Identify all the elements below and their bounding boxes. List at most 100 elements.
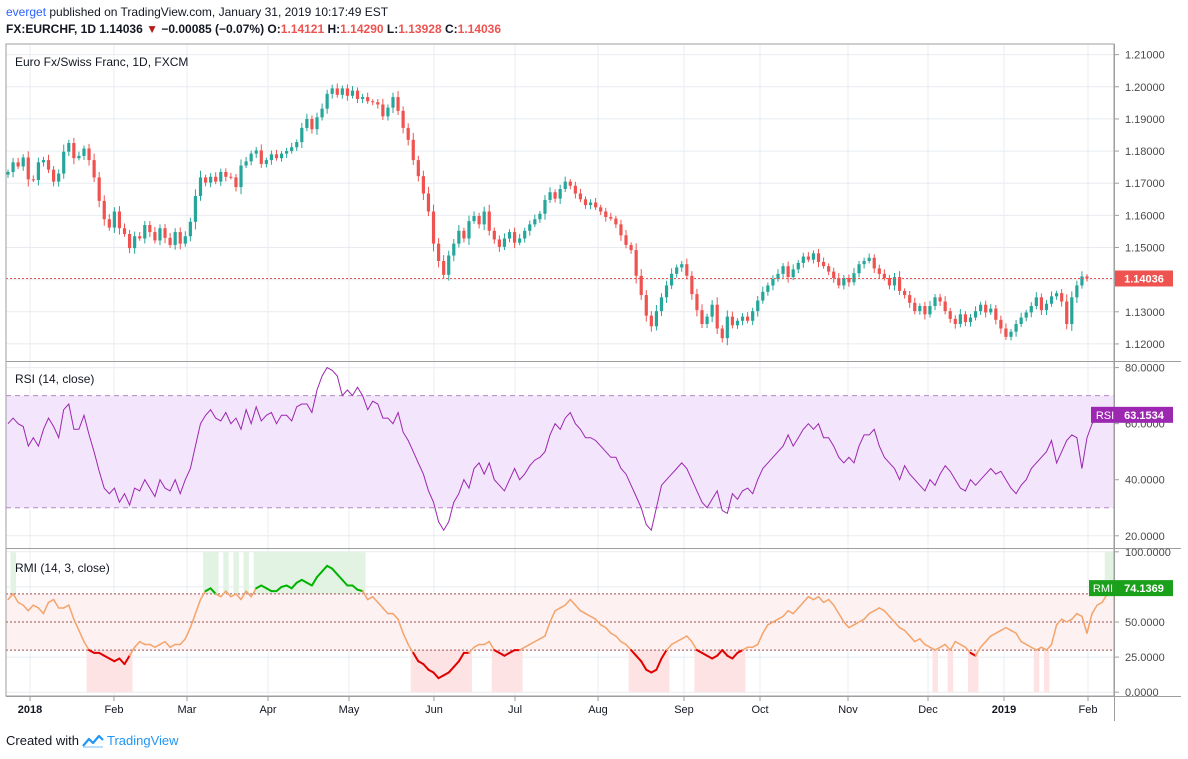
rmi-segment [83, 640, 90, 651]
rmi-segment [954, 640, 962, 646]
candle-body [857, 264, 861, 274]
rmi-oversold-zone [96, 650, 103, 693]
rmi-oversold-zone [704, 650, 711, 693]
rmi-segment [878, 607, 886, 612]
candle-body [563, 181, 567, 189]
candle-body [806, 256, 810, 260]
rmi-segment [569, 598, 577, 606]
rmi-segment [741, 646, 749, 651]
rmi-oversold-zone [506, 650, 513, 693]
quote-line: FX:EURCHF, 1D 1.14036 ▼ −0.00085 (−0.07%… [6, 21, 501, 38]
rmi-segment [974, 646, 982, 657]
candle-body [168, 237, 172, 245]
author-link[interactable]: everget [6, 5, 47, 19]
candle-body [892, 277, 897, 286]
y-tick-label: 1.15000 [1125, 243, 1165, 255]
rmi-oversold-zone [430, 650, 437, 693]
candle-body [832, 271, 836, 279]
candle-body [371, 101, 375, 103]
rmi-segment [655, 657, 663, 671]
rmi-segment [1076, 612, 1083, 618]
rmi-segment [944, 643, 951, 651]
rmi-overbought-zone [284, 551, 290, 594]
rmi-segment [159, 640, 166, 646]
candle-body [771, 279, 775, 286]
rmi-segment [995, 629, 1002, 634]
rmi-overbought-zone [349, 551, 356, 594]
candle-body [1075, 285, 1079, 298]
last-price-badge-text: 1.14036 [1124, 273, 1164, 285]
rmi-segment [1096, 601, 1103, 606]
rmi-segment [1055, 618, 1063, 626]
rmi-overbought-zone [319, 551, 326, 594]
rmi-badge-label: RMI [1093, 583, 1113, 595]
rmi-oversold-zone [643, 650, 650, 693]
rmi-segment [589, 615, 597, 620]
rmi-segment [184, 626, 192, 640]
rmi-segment [807, 595, 815, 601]
candle-body [751, 311, 755, 321]
candle-body [654, 311, 659, 327]
candle-body [1014, 324, 1018, 332]
candle-body [41, 160, 46, 163]
rsi-band-fill [6, 395, 1114, 508]
rmi-segment [392, 612, 399, 620]
x-tick-label: Nov [838, 704, 858, 716]
rmi-segment [68, 604, 75, 620]
rmi-oversold-zone [967, 650, 974, 693]
candle-body [558, 189, 562, 199]
rmi-segment [37, 607, 45, 615]
candle-body [502, 238, 507, 247]
rmi-segment [843, 621, 850, 629]
rmi-segment [230, 593, 237, 598]
candle-body [695, 294, 699, 311]
rmi-segment [868, 610, 875, 615]
candle-body [487, 211, 491, 231]
candle-body [999, 319, 1003, 329]
candle-body [690, 275, 694, 295]
rmi-oversold-zone [729, 650, 736, 693]
rmi-segment [777, 615, 784, 620]
candle-body [361, 97, 365, 99]
candle-body [492, 230, 496, 240]
rmi-oversold-zone [106, 650, 113, 693]
candle-body [796, 262, 800, 270]
candle-body [953, 318, 957, 324]
candle-body [462, 230, 466, 239]
rmi-overbought-zone [279, 551, 285, 594]
low-label: L: [386, 22, 399, 36]
candle-body [958, 314, 962, 324]
candle-body [219, 171, 223, 182]
rmi-overbought-zone [203, 551, 209, 594]
rmi-segment [27, 604, 35, 612]
candle-body [553, 192, 557, 199]
rmi-overbought-zone [258, 551, 265, 594]
candle-body [811, 253, 816, 260]
candle-body [234, 177, 238, 188]
rmi-segment [751, 643, 759, 649]
candle-body [680, 264, 684, 268]
tradingview-brand-link[interactable]: TradingView [106, 733, 179, 748]
candle-body [416, 160, 420, 177]
y-tick-label: 20.0000 [1125, 531, 1165, 543]
rmi-oversold-zone [517, 650, 523, 693]
candle-body [143, 225, 147, 239]
candle-body [776, 273, 780, 279]
rmi-segment [529, 640, 536, 646]
candle-body [943, 301, 947, 312]
pane-frames [5, 43, 1181, 721]
rmi-segment [1025, 643, 1033, 649]
candle-body [72, 143, 76, 159]
candle-body [117, 211, 122, 229]
candle-body [431, 211, 436, 244]
candle-body [209, 176, 213, 183]
y-tick-label: 1.19000 [1125, 114, 1165, 126]
candle-body [862, 261, 866, 265]
candle-body [913, 302, 917, 312]
candle-body [198, 177, 203, 197]
candle-body [725, 316, 729, 339]
rmi-segment [716, 649, 724, 657]
rmi-oversold-zone [932, 650, 938, 693]
candle-body [1044, 303, 1049, 311]
